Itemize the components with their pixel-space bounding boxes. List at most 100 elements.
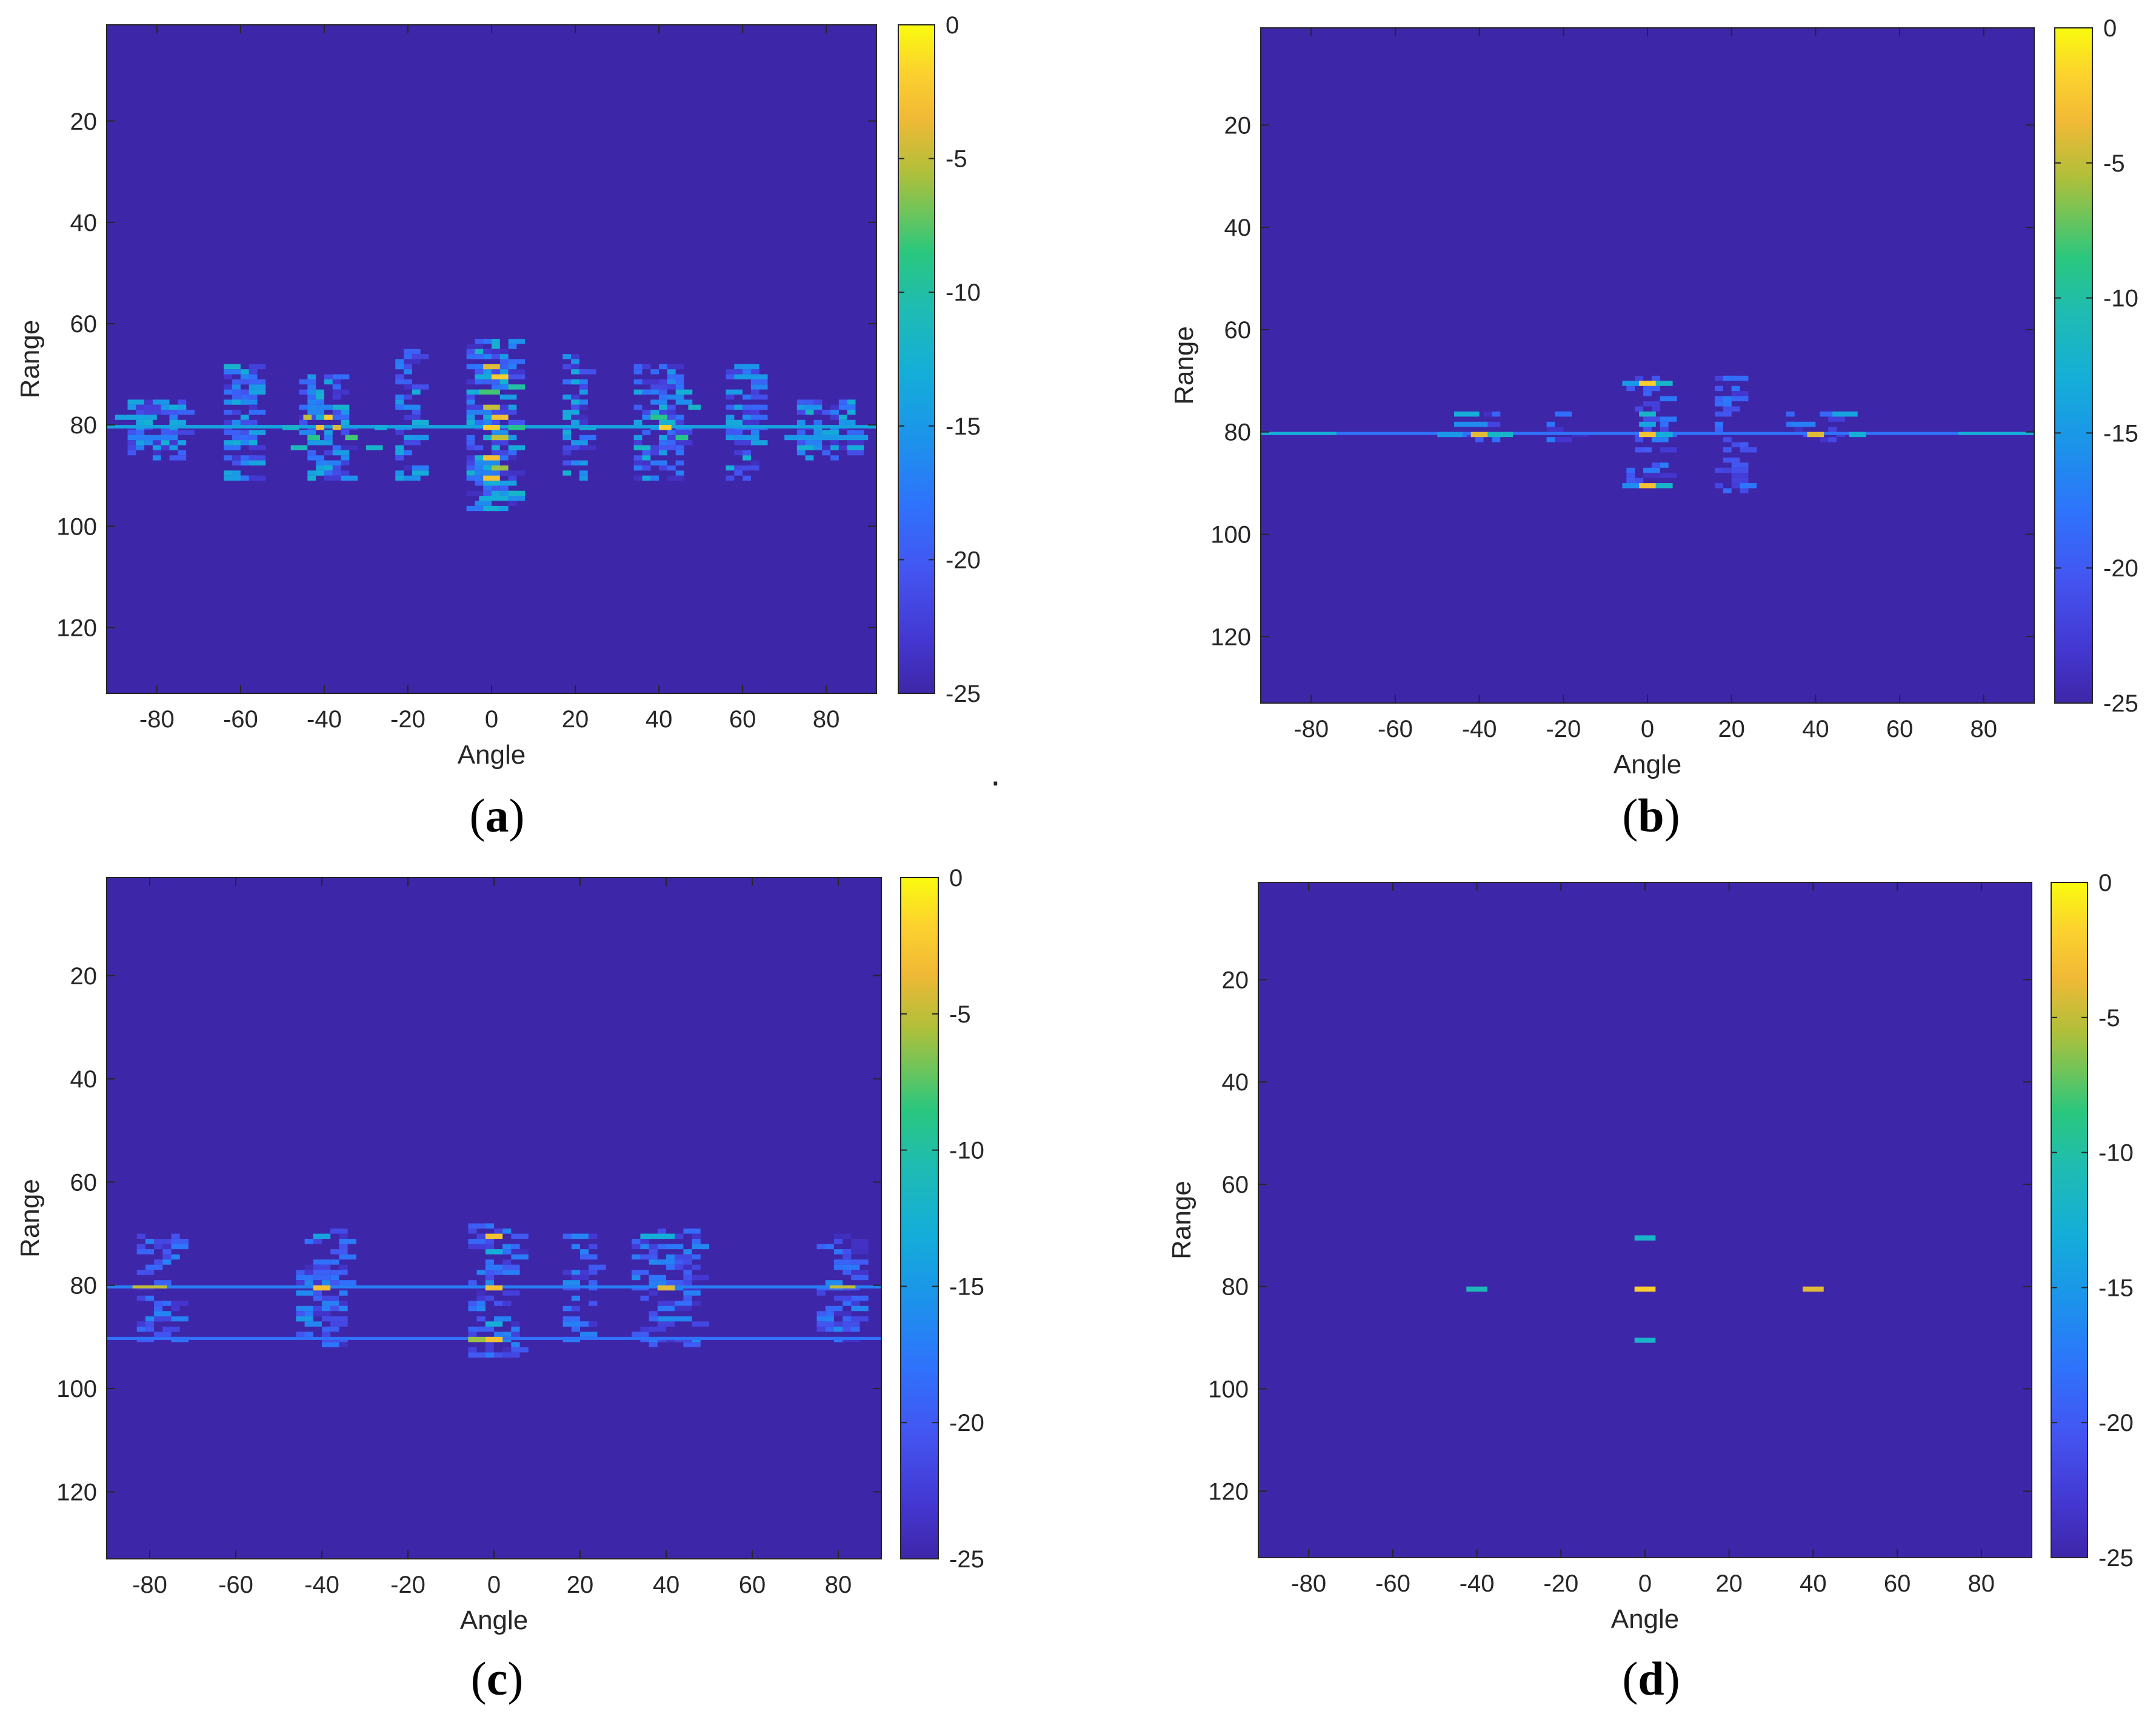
heatmap-cell <box>796 404 806 410</box>
heatmap-cell <box>743 364 759 370</box>
colorbar-tick-label: -10 <box>949 1138 984 1164</box>
x-tick-label: 0 <box>485 706 498 733</box>
heatmap-cell <box>1731 462 1749 468</box>
heatmap-cell <box>483 419 492 425</box>
heatmap-cell <box>1639 381 1656 386</box>
heatmap-cell <box>796 410 806 415</box>
heatmap-cell <box>589 1244 598 1250</box>
heatmap-cell <box>468 1347 477 1353</box>
heatmap-cell <box>485 1321 503 1327</box>
y-tick-label: 40 <box>1224 215 1252 241</box>
x-tick-label: -40 <box>304 1572 339 1598</box>
heatmap-cell <box>296 1290 313 1296</box>
heatmap-cell <box>1723 457 1740 463</box>
heatmap-cell <box>571 394 579 400</box>
heatmap-cell <box>313 1259 331 1265</box>
heatmap-cell <box>330 1280 339 1286</box>
heatmap-cell <box>240 460 249 465</box>
heatmap-cell <box>851 1239 869 1244</box>
heatmap-cell <box>1849 432 1866 438</box>
heatmap-cell <box>499 410 509 415</box>
heatmap-cell <box>178 404 187 410</box>
heatmap-cell <box>825 1326 843 1332</box>
heatmap-cell <box>332 465 341 471</box>
heatmap-cell <box>830 415 839 420</box>
heatmap-cell <box>324 460 341 465</box>
heatmap-cell <box>232 419 241 425</box>
heatmap-cell <box>1723 437 1732 442</box>
heatmap-cell <box>499 359 509 364</box>
heatmap-cell <box>339 1306 348 1312</box>
heatmap-cell <box>307 374 316 379</box>
heatmap-cell <box>642 379 659 385</box>
heatmap-cell <box>734 369 751 375</box>
heatmap-cell <box>178 419 187 425</box>
heatmap-cell <box>830 410 839 415</box>
heatmap-cell <box>1723 396 1732 402</box>
heatmap-cell <box>1546 421 1555 427</box>
heatmap-cell <box>633 440 642 445</box>
heatmap-cell <box>683 1280 692 1286</box>
heatmap-cell <box>1660 462 1669 468</box>
heatmap-cell <box>404 359 421 364</box>
heatmap-cell <box>1794 427 1803 432</box>
heatmap-cell <box>642 455 651 461</box>
heatmap-cell <box>683 1229 701 1234</box>
heatmap-cell <box>1828 427 1837 432</box>
heatmap-cell <box>589 1233 598 1239</box>
heatmap-cell <box>1807 432 1824 438</box>
heatmap-cell <box>511 1347 529 1353</box>
colorbar-tick-label: -20 <box>949 1410 984 1436</box>
heatmap-cell <box>332 450 350 456</box>
heatmap-cell <box>307 475 316 481</box>
heatmap-cell <box>851 1295 869 1301</box>
heatmap-cell <box>1660 447 1677 453</box>
heatmap-cell <box>675 1233 684 1239</box>
heatmap-cell <box>830 440 839 445</box>
heatmap-cell <box>508 445 526 450</box>
heatmap-cell <box>1714 427 1723 432</box>
heatmap-cell <box>847 445 864 450</box>
heatmap-cell <box>395 475 404 481</box>
heatmap-cell <box>313 1285 331 1291</box>
heatmap-cell <box>666 1264 675 1270</box>
heatmap-cell <box>1635 375 1644 381</box>
heatmap-cell <box>499 364 517 370</box>
colorbar-tick-label: 0 <box>2103 15 2117 42</box>
heatmap-cell <box>307 455 324 461</box>
heatmap-cell <box>838 399 847 405</box>
y-tick-label: 20 <box>70 963 98 990</box>
heatmap-cell <box>483 404 500 410</box>
heatmap-cell <box>743 475 751 481</box>
y-axis-label: Range <box>15 1179 45 1258</box>
heatmap-cell <box>316 389 324 395</box>
heatmap-cell <box>571 364 579 370</box>
heatmap-cell <box>511 1254 529 1260</box>
heatmap-cell <box>468 1229 477 1234</box>
heatmap-cell <box>171 1254 180 1260</box>
heatmap-cell <box>667 415 676 420</box>
heatmap-cell <box>833 1311 852 1316</box>
panel-b: -80 -60 -40 -20 0 20 40 60 80 20 40 60 80 100 120 Ang… <box>1169 15 2138 842</box>
heatmap-cell <box>466 475 475 481</box>
heatmap-cell <box>332 470 341 476</box>
heatmap-cell <box>726 394 735 400</box>
heatmap-cell <box>483 490 492 496</box>
heatmap-cell <box>412 389 421 395</box>
heatmap-cell <box>313 1233 331 1239</box>
heatmap-cell <box>492 435 509 441</box>
x-tick-label: -20 <box>1546 716 1581 742</box>
heatmap-cell <box>485 1347 494 1353</box>
heatmap-cell <box>838 445 847 450</box>
heatmap-cell <box>313 1270 331 1275</box>
heatmap-cell <box>796 430 806 435</box>
heatmap-cell <box>162 1244 172 1250</box>
heatmap-cell <box>833 1264 843 1270</box>
heatmap-cell <box>232 470 241 476</box>
heatmap-cell <box>650 475 659 481</box>
heatmap-cell <box>571 354 579 359</box>
heatmap-cell <box>1832 411 1858 417</box>
heatmap-cell <box>642 389 651 395</box>
heatmap-cell <box>508 344 517 349</box>
heatmap-cell <box>816 1321 834 1327</box>
